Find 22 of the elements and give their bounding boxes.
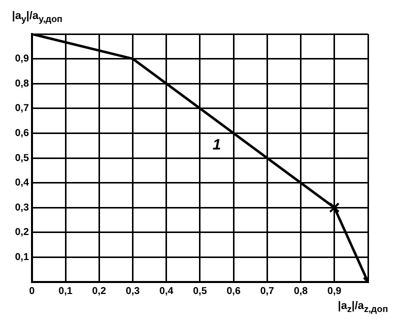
x-axis-title: |a$_{z}$|/a$_{z,доп}$ bbox=[338, 300, 388, 314]
x-tick-label: 0,8 bbox=[294, 286, 308, 297]
y-tick-label: 0,1 bbox=[14, 252, 30, 263]
y-tick-label: 0,5 bbox=[14, 152, 30, 164]
y-tick-label: 0,7 bbox=[14, 103, 30, 114]
x-tick-label: 0 bbox=[29, 286, 36, 297]
y-tick-label: 0,2 bbox=[14, 227, 30, 238]
x-tick-label: 0,6 bbox=[226, 286, 241, 297]
y-axis-title: |a$_{y}$|/a$_{y,доп}$ bbox=[12, 10, 62, 24]
y-tick-label: 0,4 bbox=[14, 178, 30, 189]
x-tick-label: 0,9 bbox=[327, 286, 342, 297]
x-tick-label: 0,1 bbox=[58, 286, 73, 297]
x-tick-label: 0,4 bbox=[159, 286, 174, 297]
x-tick-label: 0,5 bbox=[193, 286, 208, 297]
y-tick-label: 0,9 bbox=[14, 54, 30, 65]
y-tick-label: 0,8 bbox=[14, 78, 30, 90]
annotation: 1 bbox=[212, 136, 221, 154]
y-tick-label: 0,6 bbox=[14, 128, 30, 139]
x-tick-label: 0,7 bbox=[260, 286, 275, 297]
x-tick-label: 0,2 bbox=[92, 286, 107, 297]
x-tick-label: 0,3 bbox=[126, 286, 140, 297]
y-tick-label: 0,3 bbox=[14, 202, 30, 214]
